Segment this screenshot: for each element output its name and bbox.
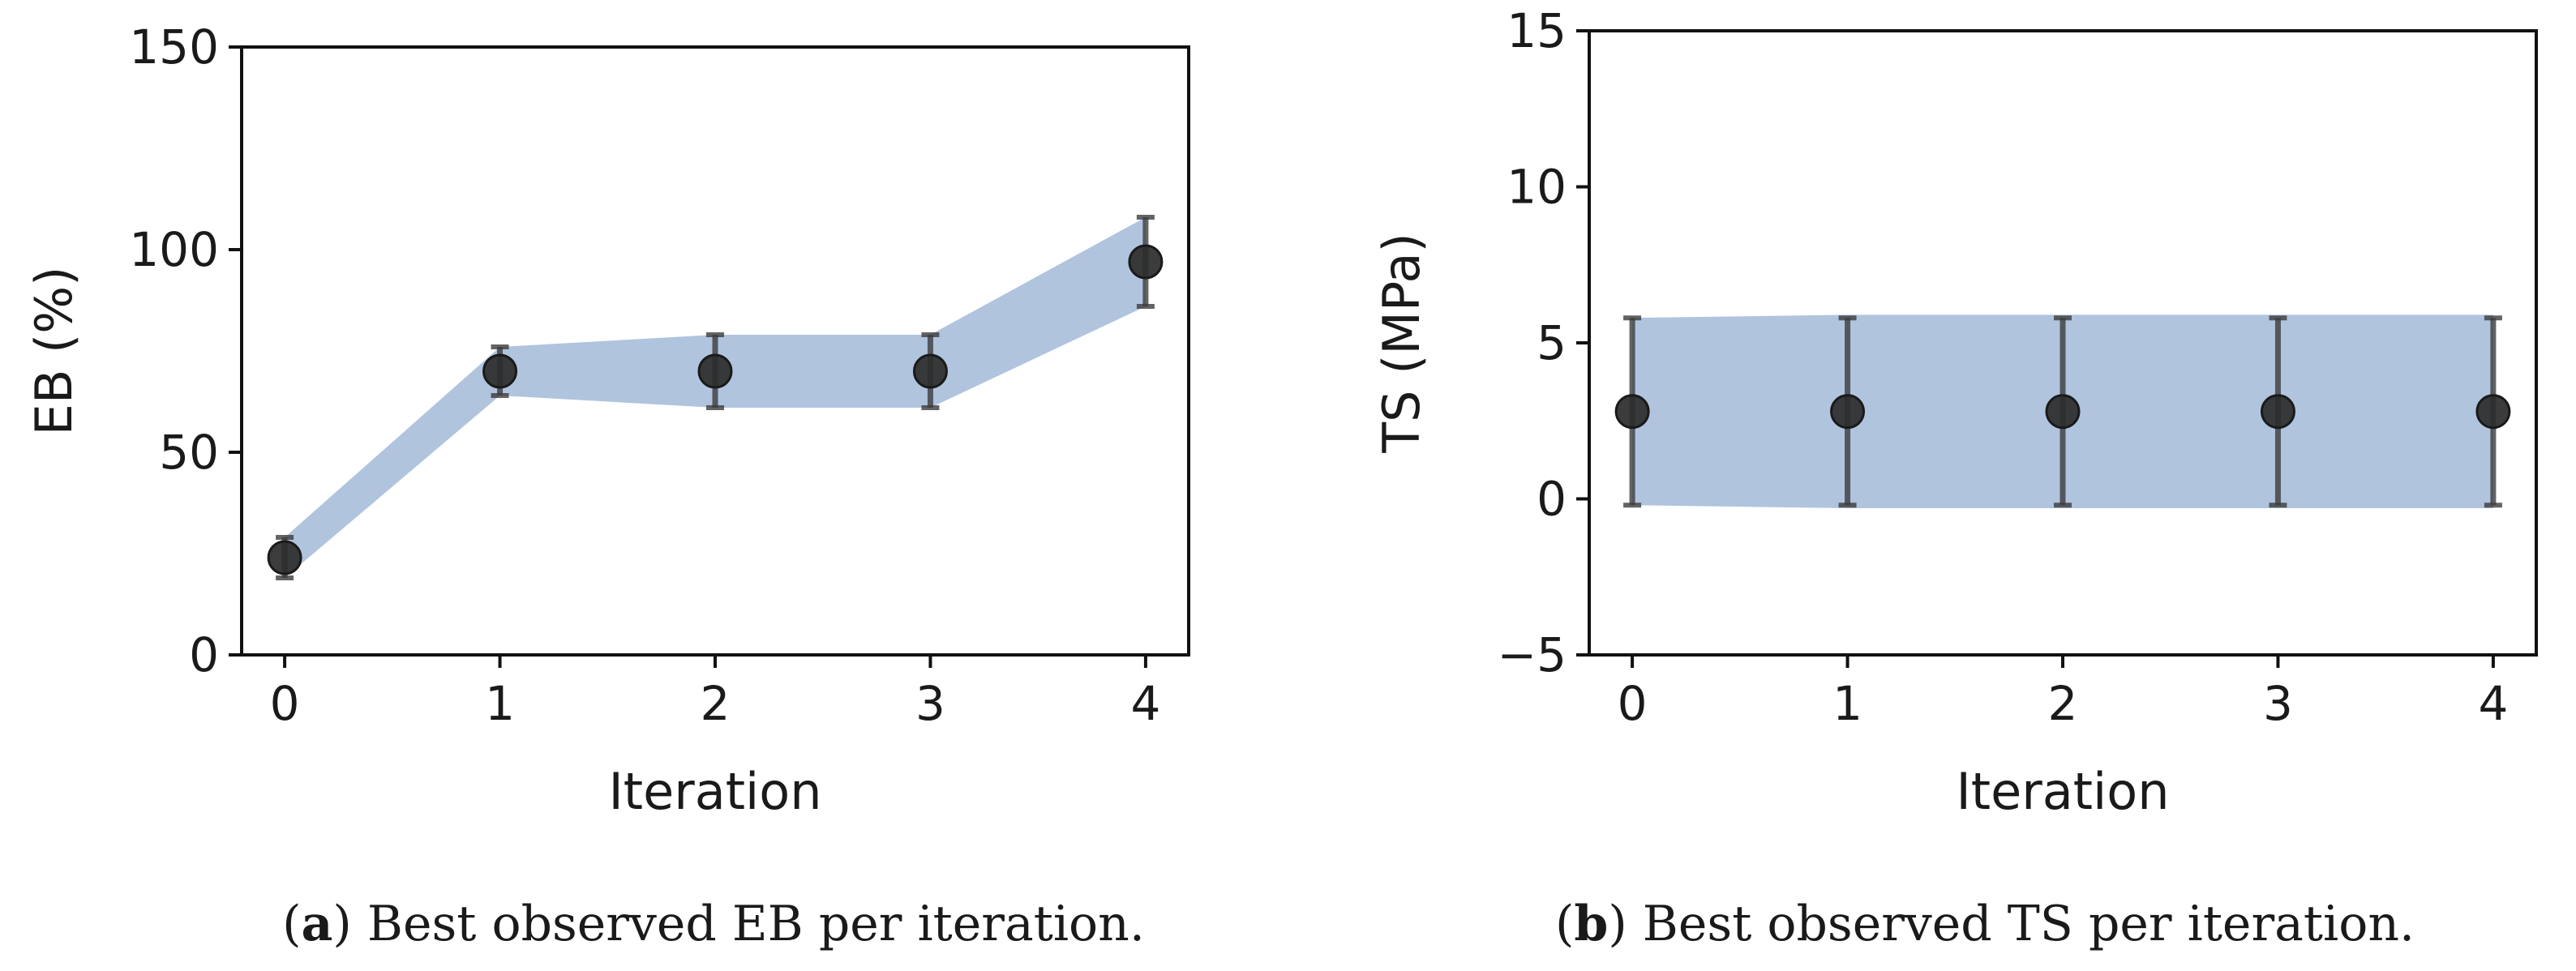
b-x-tick-label-4: 4 — [2478, 676, 2508, 731]
b-data-point-4 — [2475, 394, 2511, 430]
b-y-axis-label: TS (MPa) — [1372, 233, 1431, 453]
b-y-tick-label-5: 5 — [1537, 315, 1567, 370]
a-data-point-0 — [267, 540, 302, 575]
panel-b-chart: 0 1 2 3 4 −5 0 5 10 15 Iteration TS (MPa) — [1372, 3, 2538, 821]
a-y-tick-label-100: 100 — [129, 222, 219, 277]
b-data-point-2 — [2045, 394, 2081, 430]
b-x-tick-label-3: 3 — [2263, 676, 2293, 731]
caption-b: (b) Best observed TS per iteration. — [1555, 896, 2415, 952]
b-x-tick-label-1: 1 — [1832, 676, 1862, 731]
a-x-tick-label-1: 1 — [485, 676, 515, 731]
b-data-point-0 — [1614, 394, 1650, 430]
b-y-tick-label-10: 10 — [1507, 160, 1567, 215]
a-y-axis-label: EB (%) — [24, 267, 84, 436]
caption-a-text: Best observed EB per iteration. — [367, 896, 1145, 952]
a-x-tick-label-2: 2 — [701, 676, 731, 731]
b-x-tick-label-2: 2 — [2048, 676, 2078, 731]
b-y-tick-label-0: 0 — [1537, 472, 1567, 527]
a-data-point-2 — [697, 353, 733, 389]
a-x-tick-label-3: 3 — [915, 676, 945, 731]
caption-b-letter: b — [1574, 896, 1608, 952]
b-y-tick-label-15: 15 — [1507, 3, 1567, 58]
b-x-axis-label: Iteration — [1957, 762, 2170, 821]
b-data-point-1 — [1830, 394, 1866, 430]
a-x-axis-label: Iteration — [609, 762, 822, 821]
b-y-tick-label--5: −5 — [1498, 627, 1567, 682]
b-x-tick-label-0: 0 — [1618, 676, 1648, 731]
panel-a-chart: 0 1 2 3 4 0 50 100 150 Iteration EB (%) — [24, 19, 1190, 821]
a-y-tick-label-50: 50 — [159, 425, 219, 480]
caption-a: (a) Best observed EB per iteration. — [282, 896, 1145, 952]
a-data-point-4 — [1128, 244, 1164, 280]
a-x-tick-label-4: 4 — [1130, 676, 1160, 731]
caption-b-text: Best observed TS per iteration. — [1643, 896, 2415, 952]
a-x-tick-label-0: 0 — [270, 676, 300, 731]
a-y-tick-label-150: 150 — [129, 19, 219, 75]
caption-a-letter: a — [302, 896, 333, 952]
a-data-point-3 — [912, 353, 948, 389]
a-y-tick-label-0: 0 — [189, 627, 219, 682]
b-data-point-3 — [2260, 394, 2295, 430]
a-data-point-1 — [482, 353, 518, 389]
